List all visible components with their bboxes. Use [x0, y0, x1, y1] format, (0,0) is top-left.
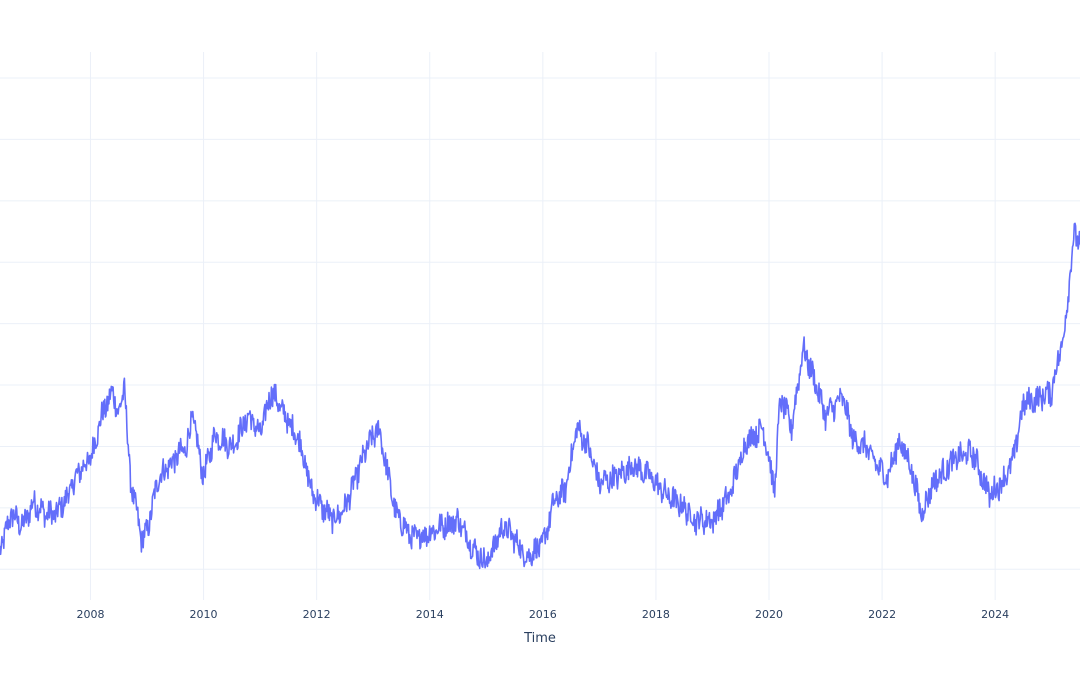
- x-tick-label-2018: 2018: [642, 608, 670, 621]
- x-tick-label-2020: 2020: [755, 608, 783, 621]
- series-layer: [0, 222, 1080, 570]
- x-tick-label-2012: 2012: [303, 608, 331, 621]
- series-line-0: [0, 222, 1080, 570]
- x-tick-label-2010: 2010: [190, 608, 218, 621]
- x-tick-label-2016: 2016: [529, 608, 557, 621]
- x-tick-label-2008: 2008: [76, 608, 104, 621]
- x-tick-label-2024: 2024: [981, 608, 1009, 621]
- x-axis-ticks: 2008 2010 2012 2014 2016 2018 2020 2022 2024: [76, 608, 1009, 621]
- x-tick-label-2022: 2022: [868, 608, 896, 621]
- x-tick-label-2014: 2014: [416, 608, 444, 621]
- x-axis-title: Time: [523, 631, 556, 646]
- grid: [0, 52, 1080, 600]
